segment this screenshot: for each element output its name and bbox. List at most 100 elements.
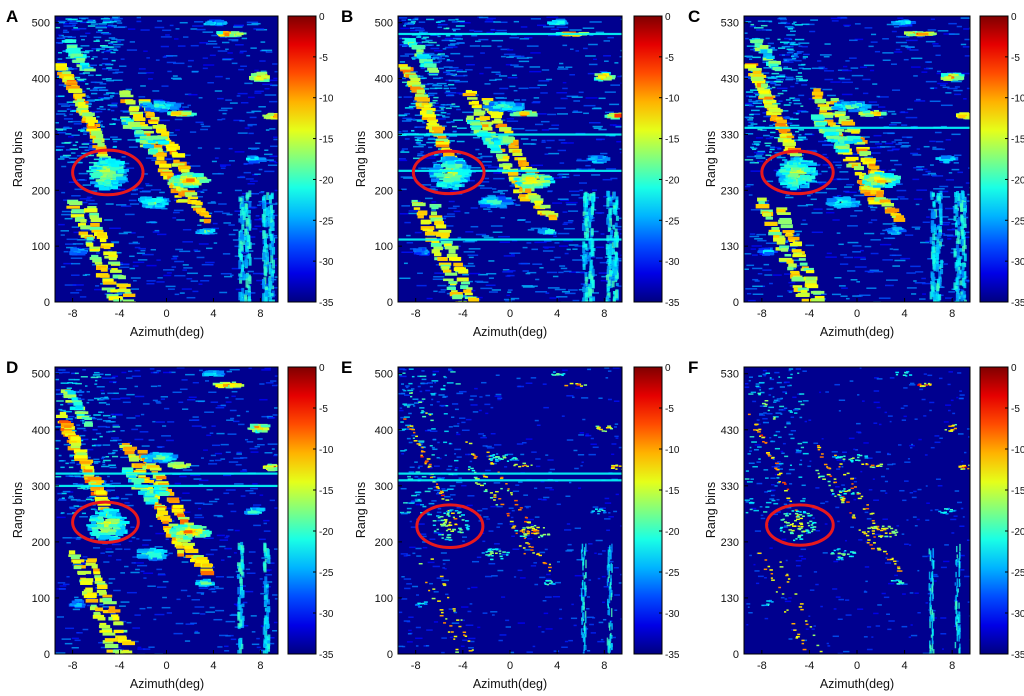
heatmap-speckle	[470, 207, 478, 209]
heatmap-streak	[411, 84, 426, 88]
heatmap-blob	[444, 173, 453, 177]
heatmap-column	[241, 287, 245, 297]
heatmap-column	[262, 220, 266, 227]
heatmap-speckle	[521, 99, 527, 101]
heatmap-speckle	[790, 85, 795, 88]
heatmap-speckle	[414, 126, 418, 128]
heatmap-blob	[248, 158, 257, 162]
heatmap-speckle	[776, 75, 785, 78]
heatmap-column	[606, 265, 610, 275]
heatmap-speckle	[165, 134, 177, 136]
heatmap-speckle	[488, 260, 495, 262]
heatmap-speckle	[85, 83, 89, 85]
heatmap-blob	[109, 182, 117, 187]
heatmap-speckle	[620, 82, 622, 84]
chart-panel-a: -8 -4 0 4 80100200300400500Azimuth(deg)Rang …	[6, 7, 334, 339]
heatmap-speckle	[563, 227, 575, 230]
heatmap-speckle	[535, 291, 548, 293]
heatmap-speckle	[491, 289, 502, 291]
heatmap-blob	[154, 203, 165, 208]
heatmap-speckle	[146, 264, 157, 267]
heatmap-speckle	[66, 108, 70, 111]
heatmap-speckle	[491, 39, 504, 42]
heatmap-speckle	[206, 212, 213, 215]
heatmap-speckle	[879, 243, 892, 246]
heatmap-speckle	[129, 203, 140, 205]
heatmap-speckle	[462, 111, 474, 114]
heatmap-speckle	[830, 81, 841, 83]
heatmap-speckle	[88, 161, 99, 164]
heatmap-speckle	[542, 250, 554, 252]
heatmap-streak	[89, 212, 100, 218]
heatmap-speckle	[174, 293, 180, 296]
heatmap-speckle	[484, 21, 496, 23]
heatmap-speckle	[249, 116, 257, 119]
heatmap-speckle	[220, 167, 226, 169]
heatmap-speckle	[895, 48, 901, 51]
heatmap-speckle	[767, 77, 777, 79]
heatmap-speckle	[160, 36, 172, 38]
heatmap-speckle	[433, 154, 439, 156]
heatmap-streak	[508, 141, 519, 146]
heatmap-speckle	[819, 54, 832, 56]
heatmap-speckle	[817, 60, 822, 62]
heatmap-streak	[864, 158, 876, 163]
heatmap-streak	[438, 262, 452, 266]
heatmap-speckle	[565, 201, 578, 204]
heatmap-speckle	[783, 66, 788, 68]
heatmap-streak	[822, 319, 831, 322]
heatmap-speckle	[437, 284, 447, 287]
heatmap-speckle	[252, 228, 258, 230]
heatmap-streak	[833, 345, 840, 348]
heatmap-speckle	[412, 58, 416, 60]
heatmap-speckle	[222, 112, 227, 115]
heatmap-speckle	[63, 262, 73, 265]
heatmap-speckle	[415, 29, 425, 31]
heatmap-speckle	[600, 233, 605, 235]
heatmap-speckle	[618, 217, 622, 220]
heatmap-speckle	[838, 243, 844, 246]
heatmap-speckle	[89, 190, 98, 192]
heatmap-streak	[805, 270, 815, 274]
heatmap-speckle	[841, 93, 853, 96]
heatmap-blob	[216, 31, 224, 35]
heatmap-blob	[555, 20, 565, 25]
heatmap-streak	[804, 280, 817, 285]
heatmap-speckle	[183, 162, 190, 164]
heatmap-streak	[418, 55, 431, 59]
heatmap-speckle	[864, 156, 874, 159]
heatmap-speckle	[111, 109, 115, 112]
heatmap-speckle	[130, 193, 138, 195]
heatmap-speckle	[174, 274, 186, 277]
heatmap-speckle	[156, 233, 167, 236]
heatmap-speckle	[831, 122, 841, 125]
heatmap-speckle	[414, 231, 422, 234]
heatmap-speckle	[205, 43, 218, 45]
heatmap-speckle	[787, 49, 791, 51]
heatmap-speckle	[910, 265, 921, 268]
heatmap-streak	[443, 269, 452, 273]
heatmap-speckle	[441, 115, 446, 117]
heatmap-speckle	[824, 70, 834, 72]
heatmap-blob	[460, 179, 468, 183]
heatmap-speckle	[563, 221, 573, 224]
heatmap-column	[242, 293, 246, 301]
heatmap-speckle	[554, 107, 566, 109]
heatmap-streak	[74, 217, 85, 222]
heatmap-speckle	[840, 17, 848, 19]
heatmap-blob	[98, 181, 103, 185]
heatmap-column	[590, 228, 594, 236]
heatmap-blob	[216, 20, 225, 23]
heatmap-streak	[541, 211, 555, 215]
heatmap-speckle	[481, 235, 490, 237]
heatmap-speckle	[480, 155, 493, 158]
heatmap-speckle	[939, 216, 949, 218]
heatmap-column	[241, 206, 245, 216]
heatmap-blob	[142, 102, 152, 106]
heatmap-blob	[533, 183, 543, 186]
heatmap-blob	[537, 228, 548, 232]
heatmap-speckle	[434, 154, 443, 156]
heatmap-speckle	[103, 96, 113, 99]
heatmap-column	[269, 281, 273, 288]
heatmap-streak	[424, 63, 437, 68]
